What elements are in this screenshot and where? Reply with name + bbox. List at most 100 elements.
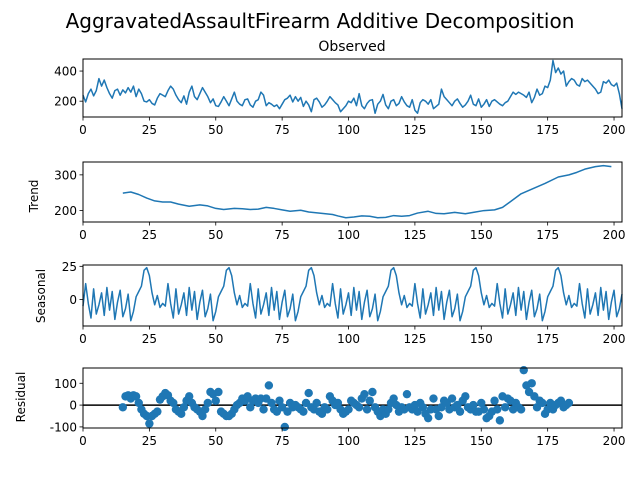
residual-point: [527, 379, 536, 388]
residual-xtick-label: 50: [208, 434, 223, 448]
trend-axes: 0 25 50 75 100 125 150 175 200 200 300: [54, 168, 625, 242]
trend-xtick-label: 125: [403, 228, 426, 242]
seasonal-series-line: [82, 266, 623, 322]
residual-xtick-label: 175: [536, 434, 559, 448]
observed-xtick-label: 0: [79, 123, 87, 137]
observed-series-line: [82, 59, 623, 114]
seasonal-xtick-label: 0: [79, 332, 87, 346]
trend-xtick-label: 25: [142, 228, 157, 242]
observed-ytick-label: 200: [54, 95, 77, 109]
trend-xtick-label: 75: [274, 228, 289, 242]
residual-point: [365, 396, 374, 405]
trend-xtick-label: 175: [536, 228, 559, 242]
residual-ytick-label: 100: [54, 377, 77, 391]
residual-point: [423, 413, 433, 423]
seasonal-frame: [82, 264, 623, 327]
trend-frame: [82, 161, 623, 223]
observed-xtick-label: 150: [470, 123, 493, 137]
residual-point: [500, 403, 510, 412]
trend-ytick-label: 200: [54, 204, 77, 218]
trend-xtick-label: 0: [79, 228, 87, 242]
observed-xtick-label: 50: [208, 123, 223, 137]
residual-point: [354, 403, 364, 412]
observed-ytick-label: 400: [54, 65, 77, 79]
residual-point: [323, 405, 332, 414]
residual-point: [461, 392, 470, 401]
observed-xtick-label: 175: [536, 123, 559, 137]
trend-xtick-label: 50: [208, 228, 223, 242]
residual-point: [134, 398, 143, 408]
residual-point: [304, 388, 313, 398]
seasonal-ytick-label: 25: [62, 260, 77, 274]
residual-point: [538, 398, 547, 408]
seasonal-plot: [82, 266, 623, 322]
residual-point: [429, 394, 438, 403]
residual-xtick-label: 100: [337, 434, 360, 448]
residual-point: [344, 405, 353, 414]
residual-ytick-label: -100: [50, 420, 77, 434]
residual-point: [179, 403, 189, 412]
observed-axes: 0 25 50 75 100 125 150 175 200 200 400: [54, 65, 625, 137]
residual-point: [360, 389, 369, 399]
seasonal-xtick-label: 150: [470, 332, 493, 346]
residual-point: [418, 403, 428, 412]
residual-frame: [82, 367, 623, 429]
residual-point: [495, 416, 505, 425]
seasonal-xtick-label: 50: [208, 332, 223, 346]
residual-xtick-label: 200: [603, 434, 626, 448]
trend-ylabel: Trend: [27, 180, 41, 214]
residual-point: [275, 396, 284, 405]
residual-point: [333, 398, 343, 408]
observed-xtick-label: 75: [274, 123, 289, 137]
trend-xtick-label: 200: [603, 228, 626, 242]
residual-point: [299, 407, 308, 416]
residual-xtick-label: 75: [274, 434, 289, 448]
residual-point: [455, 407, 465, 416]
residual-point: [434, 411, 443, 421]
residual-xtick-label: 25: [142, 434, 157, 448]
observed-xtick-label: 200: [603, 123, 626, 137]
trend-xtick-label: 100: [337, 228, 360, 242]
residual-point: [214, 387, 223, 397]
residual-xtick-label: 125: [403, 434, 426, 448]
residual-point: [384, 405, 393, 414]
trend-ytick-label: 300: [54, 168, 77, 182]
seasonal-xtick-label: 175: [536, 332, 559, 346]
residual-point: [479, 405, 489, 414]
residual-point: [169, 398, 178, 408]
residual-point: [267, 398, 276, 408]
residual-point: [264, 381, 274, 390]
residual-point: [131, 392, 141, 401]
residual-point: [198, 411, 207, 421]
figure-suptitle: AggravatedAssaultFirearm Additive Decomp…: [66, 9, 575, 33]
seasonal-xtick-label: 75: [274, 332, 289, 346]
residual-point: [211, 396, 220, 405]
residual-point: [118, 403, 128, 412]
residual-point: [259, 405, 268, 414]
residual-point: [447, 394, 457, 403]
residual-point: [145, 419, 154, 428]
residual-point: [203, 398, 212, 408]
seasonal-xtick-label: 125: [403, 332, 426, 346]
residual-xtick-label: 150: [470, 434, 493, 448]
seasonal-xtick-label: 100: [337, 332, 360, 346]
residual-point: [280, 422, 289, 432]
residual-point: [177, 409, 186, 419]
seasonal-ylabel: Seasonal: [34, 269, 48, 323]
residual-xtick-label: 0: [79, 434, 87, 448]
residual-point: [362, 405, 372, 414]
residual-point: [402, 389, 412, 399]
residual-point: [153, 407, 162, 416]
observed-xtick-label: 25: [142, 123, 157, 137]
seasonal-xtick-label: 200: [603, 332, 626, 346]
residual-point: [477, 398, 486, 408]
seasonal-axes: 0 25 50 75 100 125 150 175 200 0 25: [62, 260, 626, 346]
residual-point: [490, 396, 499, 405]
trend-panel: Trend 0 25 50 75 100 125 150 175 200 200 300: [27, 161, 625, 242]
observed-xtick-label: 100: [337, 123, 360, 137]
residual-point: [312, 398, 321, 408]
trend-xtick-label: 150: [470, 228, 493, 242]
observed-title: Observed: [318, 39, 385, 55]
